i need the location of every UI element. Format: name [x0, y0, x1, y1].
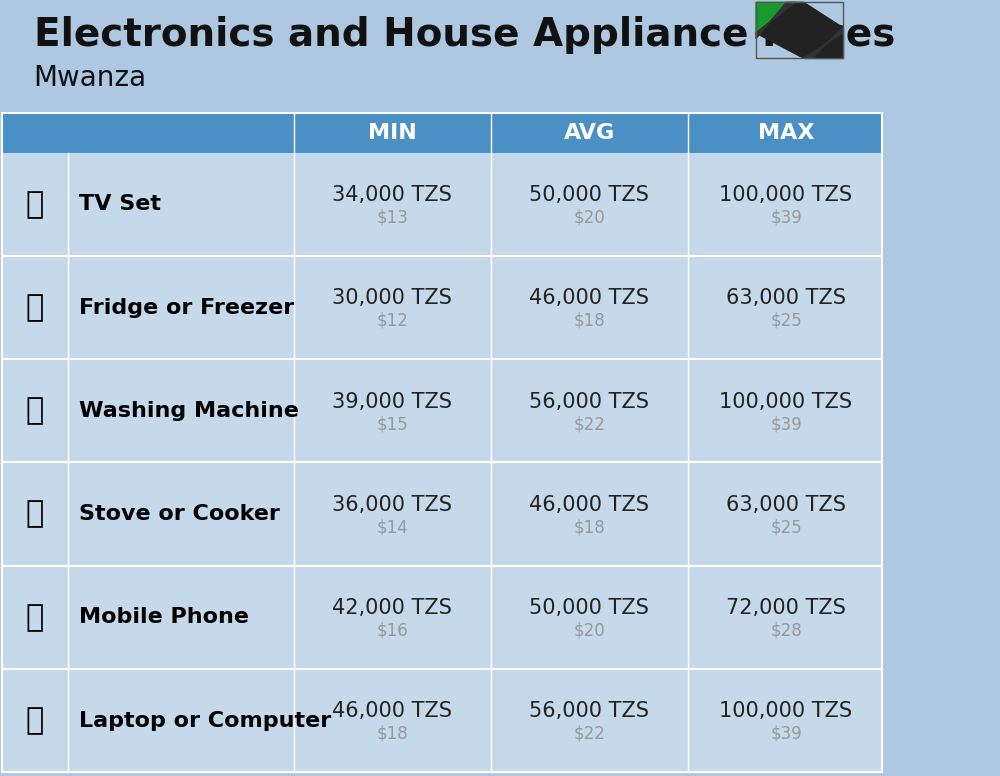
Text: 📺: 📺 — [26, 190, 44, 219]
Text: $22: $22 — [573, 725, 605, 743]
Text: $18: $18 — [573, 312, 605, 330]
Text: 46,000 TZS: 46,000 TZS — [529, 289, 649, 308]
Text: 💻: 💻 — [26, 706, 44, 735]
Text: 46,000 TZS: 46,000 TZS — [332, 702, 452, 721]
Text: $18: $18 — [573, 518, 605, 536]
Text: 30,000 TZS: 30,000 TZS — [332, 289, 452, 308]
Text: 36,000 TZS: 36,000 TZS — [332, 495, 452, 514]
Text: 📱: 📱 — [26, 603, 44, 632]
Text: $18: $18 — [376, 725, 408, 743]
Text: 🔥: 🔥 — [26, 500, 44, 528]
FancyBboxPatch shape — [2, 256, 882, 359]
Text: 34,000 TZS: 34,000 TZS — [332, 185, 452, 205]
Text: $13: $13 — [376, 209, 408, 227]
Text: $15: $15 — [376, 415, 408, 433]
Polygon shape — [804, 27, 843, 58]
Text: $12: $12 — [376, 312, 408, 330]
Text: $39: $39 — [770, 209, 802, 227]
Text: $25: $25 — [770, 518, 802, 536]
Polygon shape — [756, 2, 795, 39]
Text: 56,000 TZS: 56,000 TZS — [529, 702, 649, 721]
Text: Mwanza: Mwanza — [34, 64, 147, 92]
Text: $28: $28 — [770, 622, 802, 639]
Text: 100,000 TZS: 100,000 TZS — [719, 185, 853, 205]
Text: TV Set: TV Set — [79, 195, 161, 214]
Text: $14: $14 — [376, 518, 408, 536]
Text: $20: $20 — [573, 209, 605, 227]
Text: Mobile Phone: Mobile Phone — [79, 608, 249, 627]
Text: AVG: AVG — [564, 123, 615, 143]
FancyBboxPatch shape — [2, 113, 882, 153]
Polygon shape — [804, 27, 843, 58]
Text: $16: $16 — [376, 622, 408, 639]
FancyBboxPatch shape — [2, 669, 882, 772]
Text: Stove or Cooker: Stove or Cooker — [79, 504, 280, 524]
Text: $39: $39 — [770, 725, 802, 743]
Text: 42,000 TZS: 42,000 TZS — [332, 598, 452, 618]
Text: Washing Machine: Washing Machine — [79, 401, 299, 421]
Polygon shape — [756, 2, 795, 33]
Text: Fridge or Freezer: Fridge or Freezer — [79, 298, 294, 317]
Text: 100,000 TZS: 100,000 TZS — [719, 392, 853, 411]
Text: 56,000 TZS: 56,000 TZS — [529, 392, 649, 411]
Text: Electronics and House Appliance Prices: Electronics and House Appliance Prices — [34, 16, 895, 54]
Text: $22: $22 — [573, 415, 605, 433]
Text: 72,000 TZS: 72,000 TZS — [726, 598, 846, 618]
Text: MAX: MAX — [758, 123, 814, 143]
Text: Laptop or Computer: Laptop or Computer — [79, 711, 331, 730]
Text: 39,000 TZS: 39,000 TZS — [332, 392, 452, 411]
Text: 🧼: 🧼 — [26, 397, 44, 425]
Polygon shape — [756, 2, 843, 58]
Text: 100,000 TZS: 100,000 TZS — [719, 702, 853, 721]
FancyBboxPatch shape — [2, 153, 882, 256]
Text: $20: $20 — [573, 622, 605, 639]
Text: 63,000 TZS: 63,000 TZS — [726, 495, 846, 514]
Text: 50,000 TZS: 50,000 TZS — [529, 185, 649, 205]
FancyBboxPatch shape — [2, 359, 882, 462]
FancyBboxPatch shape — [2, 566, 882, 669]
Text: 46,000 TZS: 46,000 TZS — [529, 495, 649, 514]
FancyBboxPatch shape — [2, 462, 882, 566]
Text: $25: $25 — [770, 312, 802, 330]
Text: 🧊: 🧊 — [26, 293, 44, 322]
Text: 50,000 TZS: 50,000 TZS — [529, 598, 649, 618]
Text: 63,000 TZS: 63,000 TZS — [726, 289, 846, 308]
Text: MIN: MIN — [368, 123, 417, 143]
Text: $39: $39 — [770, 415, 802, 433]
